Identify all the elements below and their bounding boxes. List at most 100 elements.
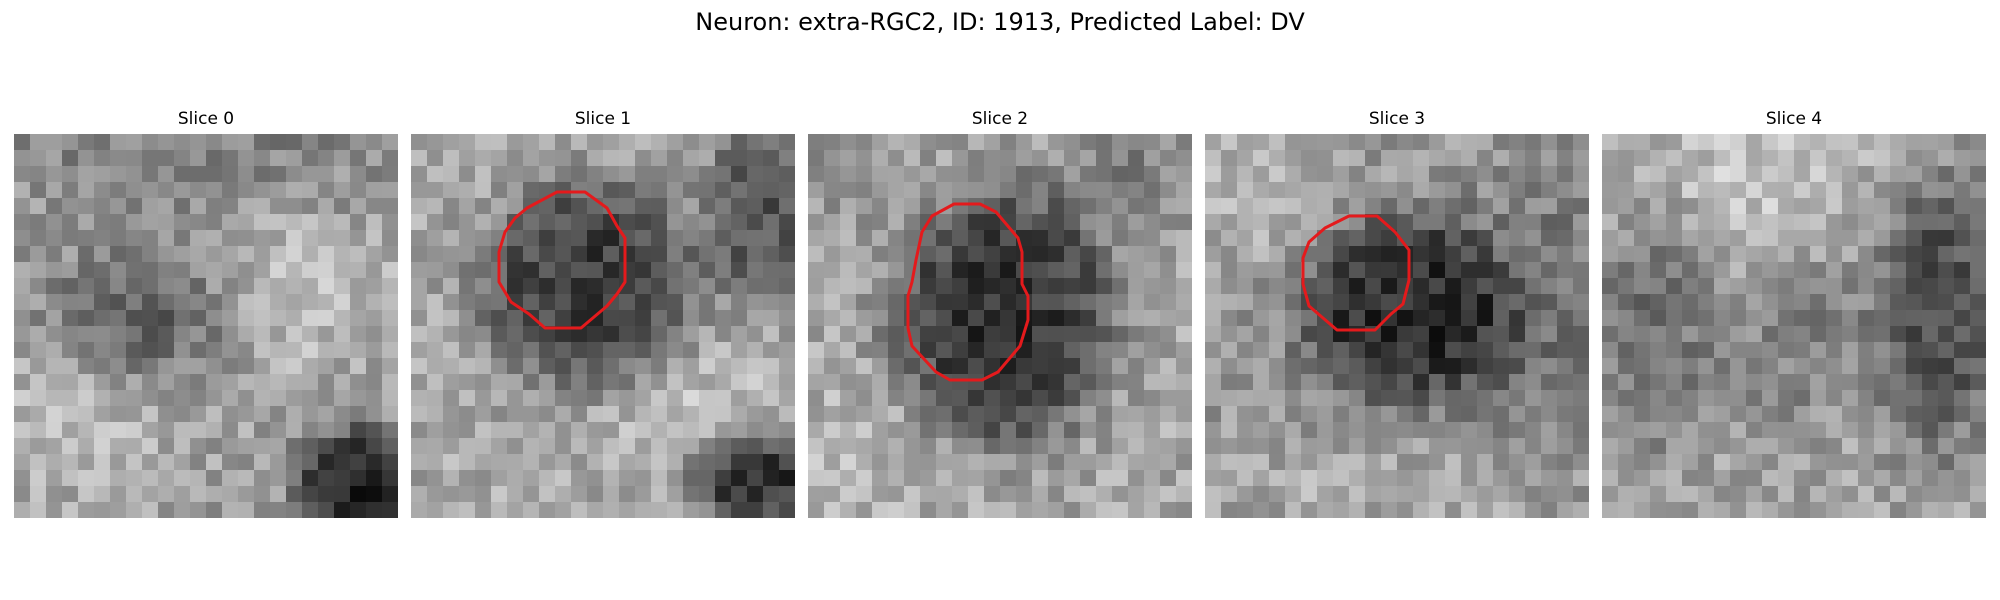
image-pixel — [1301, 422, 1317, 438]
image-pixel — [350, 342, 366, 358]
image-pixel — [1810, 246, 1826, 262]
image-pixel — [1445, 422, 1461, 438]
image-pixel — [1906, 214, 1922, 230]
image-pixel — [1778, 422, 1794, 438]
image-pixel — [968, 182, 984, 198]
image-pixel — [1285, 422, 1301, 438]
image-pixel — [1253, 502, 1269, 518]
image-pixel — [1301, 374, 1317, 390]
image-pixel — [872, 502, 888, 518]
image-pixel — [30, 230, 46, 246]
image-pixel — [571, 326, 587, 342]
image-pixel — [459, 262, 475, 278]
image-pixel — [1730, 214, 1746, 230]
image-pixel — [824, 390, 840, 406]
image-pixel — [1954, 294, 1970, 310]
image-pixel — [856, 454, 872, 470]
image-pixel — [779, 342, 795, 358]
image-pixel — [94, 326, 110, 342]
image-pixel — [206, 470, 222, 486]
image-pixel — [1557, 454, 1573, 470]
image-pixel — [523, 454, 539, 470]
image-pixel — [1365, 342, 1381, 358]
image-pixel — [1922, 422, 1938, 438]
image-pixel — [1810, 182, 1826, 198]
image-pixel — [587, 342, 603, 358]
image-pixel — [270, 406, 286, 422]
image-pixel — [1666, 374, 1682, 390]
image-pixel — [1890, 342, 1906, 358]
image-pixel — [126, 454, 142, 470]
image-pixel — [411, 454, 427, 470]
image-pixel — [1938, 166, 1954, 182]
image-pixel — [222, 246, 238, 262]
image-pixel — [1096, 246, 1112, 262]
image-pixel — [968, 470, 984, 486]
image-pixel — [1016, 198, 1032, 214]
image-pixel — [1413, 134, 1429, 150]
image-pixel — [1205, 326, 1221, 342]
image-pixel — [1128, 326, 1144, 342]
image-pixel — [1048, 390, 1064, 406]
image-pixel — [206, 438, 222, 454]
image-pixel — [222, 374, 238, 390]
image-pixel — [731, 438, 747, 454]
image-pixel — [411, 166, 427, 182]
image-pixel — [667, 182, 683, 198]
image-pixel — [1938, 230, 1954, 246]
image-pixel — [1922, 246, 1938, 262]
image-pixel — [1810, 358, 1826, 374]
image-pixel — [1461, 230, 1477, 246]
image-pixel — [1477, 246, 1493, 262]
image-pixel — [1573, 214, 1589, 230]
image-pixel — [1874, 438, 1890, 454]
image-pixel — [1906, 374, 1922, 390]
image-pixel — [872, 454, 888, 470]
image-pixel — [1128, 342, 1144, 358]
image-pixel — [1778, 214, 1794, 230]
image-pixel — [62, 326, 78, 342]
image-pixel — [888, 422, 904, 438]
image-pixel — [1762, 486, 1778, 502]
image-pixel — [1176, 326, 1192, 342]
image-pixel — [1237, 486, 1253, 502]
image-pixel — [1842, 502, 1858, 518]
image-pixel — [779, 438, 795, 454]
image-pixel — [1317, 166, 1333, 182]
image-pixel — [619, 502, 635, 518]
image-pixel — [1541, 278, 1557, 294]
image-pixel — [142, 182, 158, 198]
image-pixel — [350, 374, 366, 390]
image-pixel — [1429, 502, 1445, 518]
image-pixel — [1176, 358, 1192, 374]
image-pixel — [779, 326, 795, 342]
image-pixel — [635, 166, 651, 182]
image-pixel — [920, 198, 936, 214]
image-pixel — [270, 166, 286, 182]
image-pixel — [587, 246, 603, 262]
image-pixel — [475, 358, 491, 374]
image-pixel — [1349, 262, 1365, 278]
image-pixel — [779, 150, 795, 166]
image-pixel — [699, 502, 715, 518]
image-pixel — [1794, 246, 1810, 262]
image-pixel — [763, 182, 779, 198]
image-pixel — [78, 390, 94, 406]
image-pixel — [1429, 310, 1445, 326]
image-pixel — [459, 310, 475, 326]
image-pixel — [1397, 486, 1413, 502]
image-pixel — [318, 246, 334, 262]
image-pixel — [1493, 214, 1509, 230]
image-pixel — [382, 246, 398, 262]
image-pixel — [30, 454, 46, 470]
image-pixel — [1493, 390, 1509, 406]
image-pixel — [1237, 294, 1253, 310]
image-pixel — [1349, 390, 1365, 406]
image-pixel — [1221, 166, 1237, 182]
image-pixel — [571, 150, 587, 166]
image-pixel — [1269, 358, 1285, 374]
image-pixel — [1970, 150, 1986, 166]
image-pixel — [1557, 486, 1573, 502]
image-pixel — [443, 422, 459, 438]
image-pixel — [603, 438, 619, 454]
